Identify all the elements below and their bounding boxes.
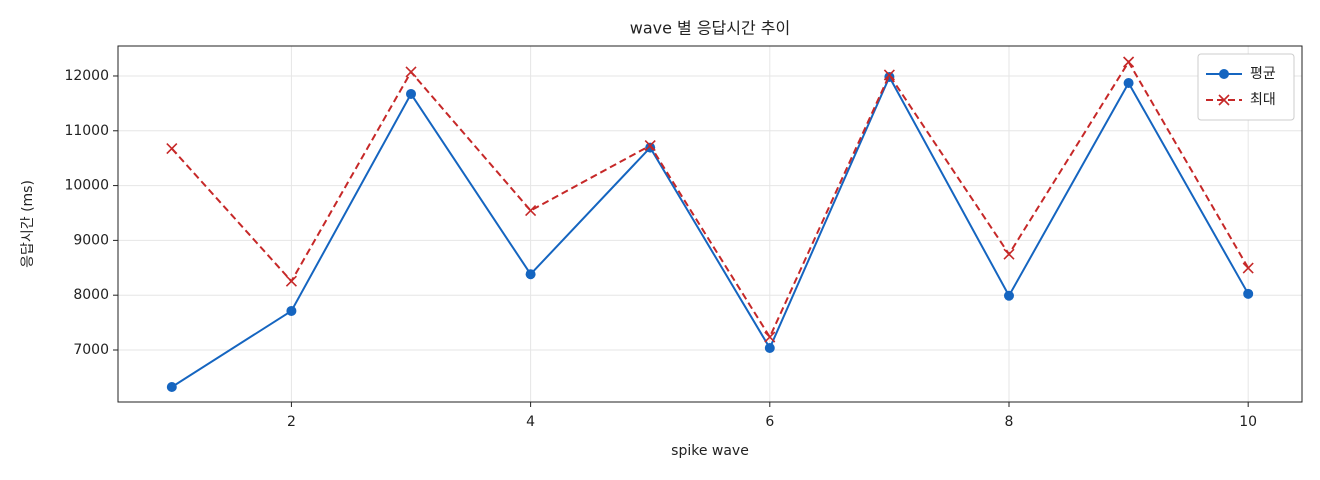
legend-label: 평균 — [1250, 66, 1276, 82]
chart-title: wave 별 응답시간 추이 — [630, 19, 791, 38]
y-tick-label: 12000 — [64, 68, 109, 84]
legend-marker — [1218, 94, 1230, 106]
y-tick-label: 8000 — [73, 287, 109, 303]
plot-frame — [117, 45, 1303, 403]
x-tick-label: 6 — [765, 414, 774, 430]
point — [764, 343, 775, 354]
x-tick-label: 2 — [287, 414, 296, 430]
point — [166, 143, 178, 155]
x-tick-label: 10 — [1239, 414, 1257, 430]
y-tick-label: 7000 — [73, 342, 109, 358]
x-axis-label: spike wave — [671, 443, 749, 459]
y-tick-label: 9000 — [73, 232, 109, 248]
legend-box — [1197, 53, 1295, 121]
point — [285, 275, 297, 287]
y-tick-label: 10000 — [64, 178, 109, 194]
point — [1123, 77, 1134, 88]
point — [405, 66, 417, 78]
point — [1123, 56, 1135, 68]
point — [764, 331, 776, 343]
point — [1003, 248, 1015, 260]
point — [644, 140, 656, 152]
point — [645, 142, 656, 153]
point — [406, 88, 417, 99]
point — [525, 205, 537, 217]
point — [1242, 262, 1254, 274]
y-axis-label: 응답시간 (ms) — [20, 180, 36, 268]
point — [1243, 288, 1254, 299]
series-line — [171, 74, 1250, 388]
point — [1003, 290, 1014, 301]
series-line — [171, 60, 1250, 340]
point — [166, 381, 177, 392]
legend-label: 최대 — [1250, 92, 1276, 108]
point — [286, 305, 297, 316]
y-tick-label: 11000 — [64, 123, 109, 139]
point — [525, 269, 536, 280]
x-tick-label: 4 — [526, 414, 535, 430]
x-tick-label: 8 — [1005, 414, 1014, 430]
point — [883, 69, 895, 81]
legend-marker — [1219, 69, 1229, 79]
